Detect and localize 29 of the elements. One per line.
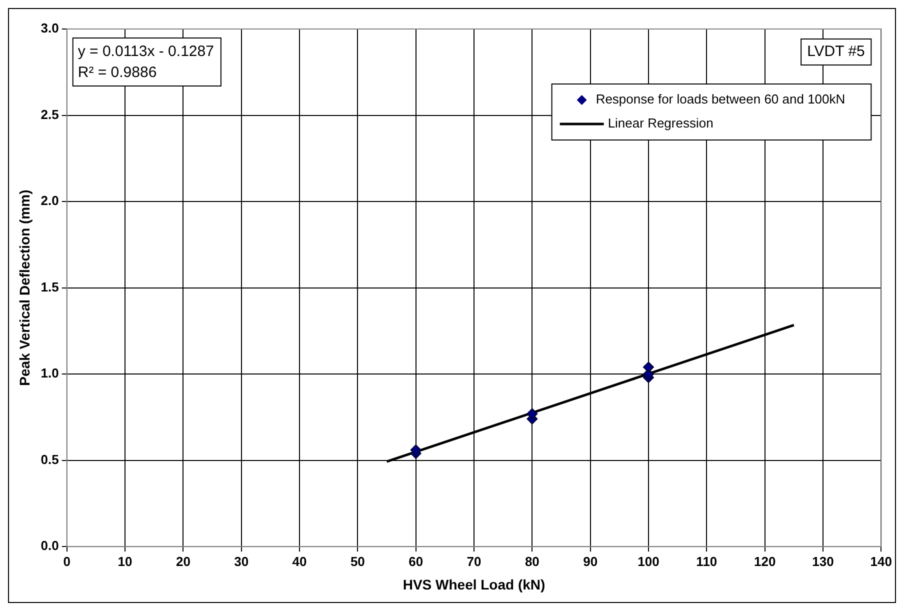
y-tick-label: 1.0 <box>40 366 59 381</box>
x-tick-label: 140 <box>870 554 892 569</box>
x-tick-label: 80 <box>524 554 540 569</box>
x-tick-label: 130 <box>812 554 834 569</box>
y-tick-label: 2.0 <box>40 193 59 208</box>
annotation: LVDT #5 <box>807 43 865 60</box>
y-tick-label: 0.5 <box>40 452 59 467</box>
x-tick-label: 110 <box>696 554 718 569</box>
y-tick-label: 0.0 <box>40 538 59 554</box>
annotation: R² = 0.9886 <box>78 64 157 82</box>
x-tick-label: 30 <box>234 554 249 569</box>
x-tick-label: 100 <box>638 554 660 569</box>
legend-label: Response for loads between 60 and 100kN <box>596 92 846 107</box>
y-tick-label: 3.0 <box>40 20 59 36</box>
x-tick-label: 70 <box>466 554 482 569</box>
x-axis-title: HVS Wheel Load (kN) <box>402 576 546 592</box>
x-tick-label: 0 <box>63 554 70 569</box>
x-tick-label: 40 <box>292 554 307 569</box>
annotation: y = 0.0113x - 0.1287 <box>78 43 214 60</box>
y-axis-title: Peak Vertical Deflection (mm) <box>16 190 32 386</box>
legend-label: Linear Regression <box>608 116 714 131</box>
x-tick-label: 50 <box>350 554 365 569</box>
y-tick-label: 2.5 <box>40 106 59 122</box>
x-tick-label: 10 <box>118 554 132 569</box>
x-tick-label: 20 <box>176 554 190 569</box>
x-tick-label: 60 <box>408 554 424 569</box>
x-tick-label: 120 <box>754 554 776 569</box>
x-tick-label: 90 <box>583 554 598 569</box>
y-tick-label: 1.5 <box>40 279 59 294</box>
